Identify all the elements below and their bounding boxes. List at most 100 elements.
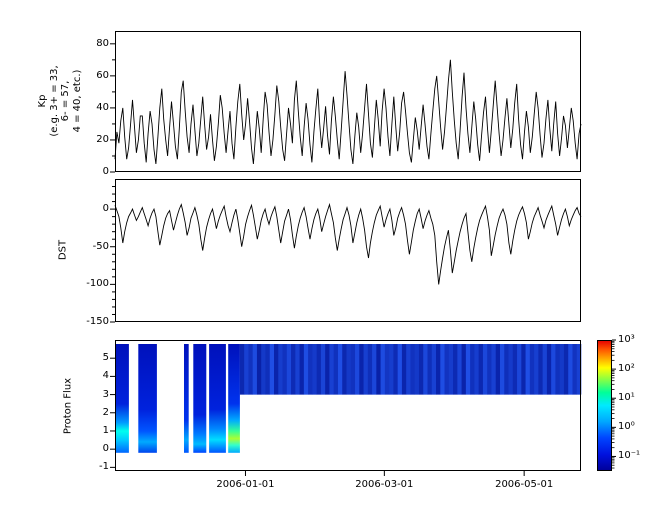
spectrogram-column [444,344,450,395]
spectrogram-column [359,344,364,395]
spectrogram-column [265,344,271,395]
spectrogram-column [329,344,334,395]
spectrogram-column [376,344,381,395]
spectrogram-stripe [209,344,226,453]
dst-series [114,202,582,285]
spectrogram-column [517,344,522,395]
y-tick-label: -1 [99,461,109,473]
spectrogram-column [325,344,330,395]
spectrogram-stripe [228,344,240,453]
spectrogram-column [342,344,347,395]
y-tick-label: 5 [102,352,109,364]
spectrogram-column [508,344,514,395]
x-tick-label: 2006-03-01 [355,479,414,490]
spectrogram-column [248,344,253,395]
spectrogram-column [333,344,339,395]
spectrogram-column [308,344,313,395]
spectrogram-stripe [184,344,189,453]
kp-series [114,59,582,165]
spectrogram-column [312,344,317,395]
spectrogram-column [559,344,565,395]
y-tick-label: 3 [102,388,109,400]
spectrogram-column [252,344,258,395]
y-tick-label: 0 [102,443,109,455]
axes-spine [115,31,581,172]
spectrogram-column [495,344,501,395]
spectrogram-column [363,344,369,395]
spectrogram-column [512,344,518,395]
colorbar-tick-label: 10¹ [618,392,635,404]
spectrogram-column [406,344,411,395]
spectrogram-column [384,344,390,395]
spectrogram-column [440,344,445,395]
spectrogram-column [295,344,300,395]
y-tick-label: 0 [102,166,109,177]
spectrogram-column [291,344,296,395]
spectrogram-column [274,344,279,395]
y-tick-label: 60 [96,69,109,81]
spectrogram-column [499,344,505,395]
spectrogram-column [346,344,352,395]
spectrogram-column [546,344,552,395]
axes-spine [115,340,581,471]
spectrogram-column [504,344,509,395]
colorbar-tick-label: 10⁻¹ [618,450,641,462]
dst-axis-label: DST [57,239,69,261]
y-tick-label: 80 [96,37,109,49]
y-tick-label: 0 [102,203,109,215]
spectrogram-column [401,344,407,395]
y-tick-label: 20 [96,133,109,145]
spectrogram-column [457,344,462,395]
spectrogram-column [538,344,543,395]
spectrogram-column [529,344,535,395]
kp-plot [110,31,582,173]
spectrogram-column [367,344,373,395]
y-tick-label: 40 [96,101,109,113]
spectrogram-column [414,344,420,395]
spectrogram-column [316,344,322,395]
spectrogram-column [431,344,437,395]
spectrogram-column [453,344,458,395]
spectrogram-column [299,344,305,395]
y-tick-label: 4 [102,370,109,382]
spectrogram-column [393,344,398,395]
spectrogram-column [410,344,415,395]
spectrogram-column [563,344,569,395]
spectrogram-column [568,344,573,395]
dst-plot [110,179,582,323]
colorbar-tick-label: 10² [618,363,635,375]
spectrogram-column [278,344,283,395]
colorbar-gradient [597,340,612,471]
spectrogram-column [239,344,245,395]
spectrogram-column [534,344,539,395]
spectrogram-column [427,344,433,395]
spectrogram-column [521,344,526,395]
y-tick-label: -100 [86,278,109,290]
spectrogram-column [474,344,479,395]
spectrogram-column [491,344,497,395]
spectrogram-column [282,344,288,395]
spectrogram-column [355,344,360,395]
spectrogram-column [478,344,484,395]
spectrogram-column [555,344,560,395]
spectrogram-column [461,344,467,395]
spectrogram-column [525,344,531,395]
spectrogram-column [397,344,403,395]
spectrogram-column [244,344,249,395]
kp-label-line: Kp [37,94,48,108]
spectrogram-column [286,344,292,395]
spectrogram-column [470,344,475,395]
spectrogram-column [572,344,578,395]
spectrogram-stripe [138,344,157,453]
spectrogram-column [418,344,424,395]
y-tick-label: -50 [92,240,109,252]
spectrogram-column [487,344,492,395]
spectrogram-column [320,344,326,395]
spectrogram-column [551,344,556,395]
spectrogram-column [542,344,548,395]
spectrogram-column [372,344,377,395]
proton-flux-plot [110,340,582,476]
spectrogram-column [465,344,471,395]
spectrogram-column [350,344,356,395]
spectrogram-column [261,344,266,395]
